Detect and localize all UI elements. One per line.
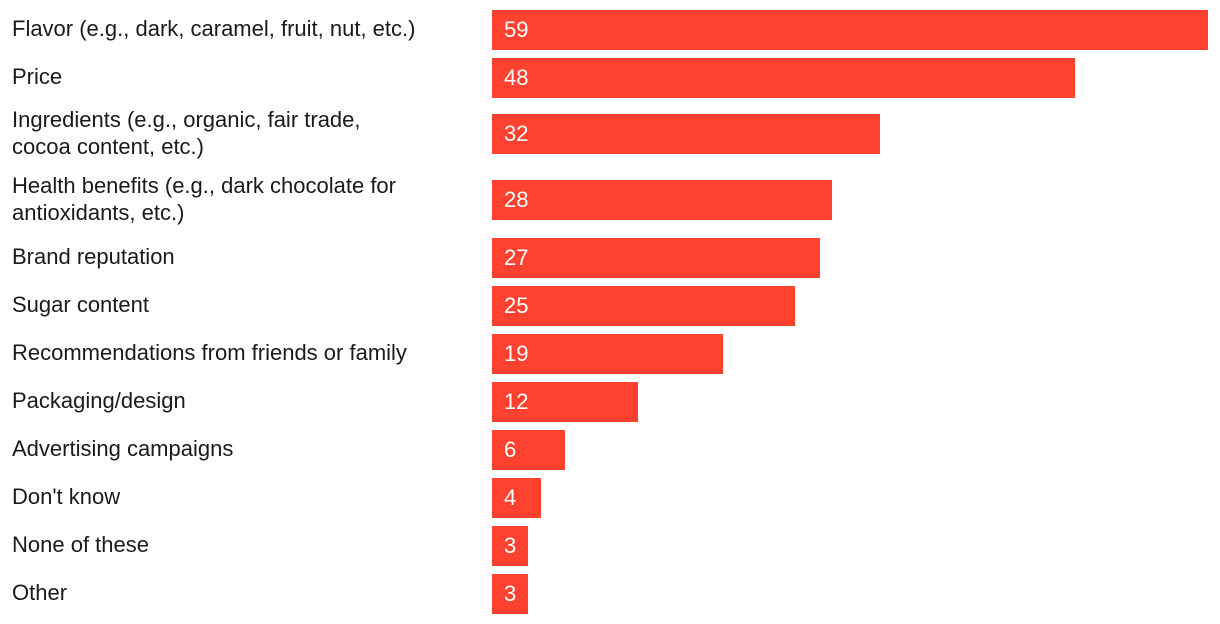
bar: 32 <box>492 114 880 154</box>
bar: 19 <box>492 334 723 374</box>
bar-value-label: 48 <box>504 65 529 90</box>
bar: 27 <box>492 238 820 278</box>
category-label: Brand reputation <box>12 244 175 269</box>
bar-value-label: 32 <box>504 121 529 146</box>
bar: 28 <box>492 180 832 220</box>
bar: 48 <box>492 58 1075 98</box>
category-label: None of these <box>12 532 149 557</box>
bar: 59 <box>492 10 1208 50</box>
bar: 12 <box>492 382 638 422</box>
category-label: Don't know <box>12 484 121 509</box>
bar-value-label: 3 <box>504 581 517 606</box>
bar-value-label: 27 <box>504 245 529 270</box>
bar-value-label: 4 <box>504 485 517 510</box>
category-label: Price <box>12 64 63 89</box>
category-label: Ingredients (e.g., organic, fair trade, <box>12 107 361 132</box>
category-label: Health benefits (e.g., dark chocolate fo… <box>12 173 396 198</box>
bar: 3 <box>492 574 528 614</box>
category-label: Other <box>12 580 68 605</box>
bar-value-label: 28 <box>504 187 529 212</box>
category-label: cocoa content, etc.) <box>12 134 204 159</box>
bar-value-label: 6 <box>504 437 517 462</box>
bar-value-label: 19 <box>504 341 529 366</box>
category-label: Flavor (e.g., dark, caramel, fruit, nut,… <box>12 16 416 41</box>
bar: 6 <box>492 430 565 470</box>
bar: 3 <box>492 526 528 566</box>
category-label: Recommendations from friends or family <box>12 340 407 365</box>
bar-value-label: 25 <box>504 293 529 318</box>
category-label: Sugar content <box>12 292 149 317</box>
category-label: Advertising campaigns <box>12 436 234 461</box>
bar: 4 <box>492 478 541 518</box>
bar-value-label: 12 <box>504 389 529 414</box>
bar-value-label: 3 <box>504 533 517 558</box>
category-label: antioxidants, etc.) <box>12 200 185 225</box>
category-label: Packaging/design <box>12 388 186 413</box>
bar: 25 <box>492 286 795 326</box>
bar-value-label: 59 <box>504 17 529 42</box>
